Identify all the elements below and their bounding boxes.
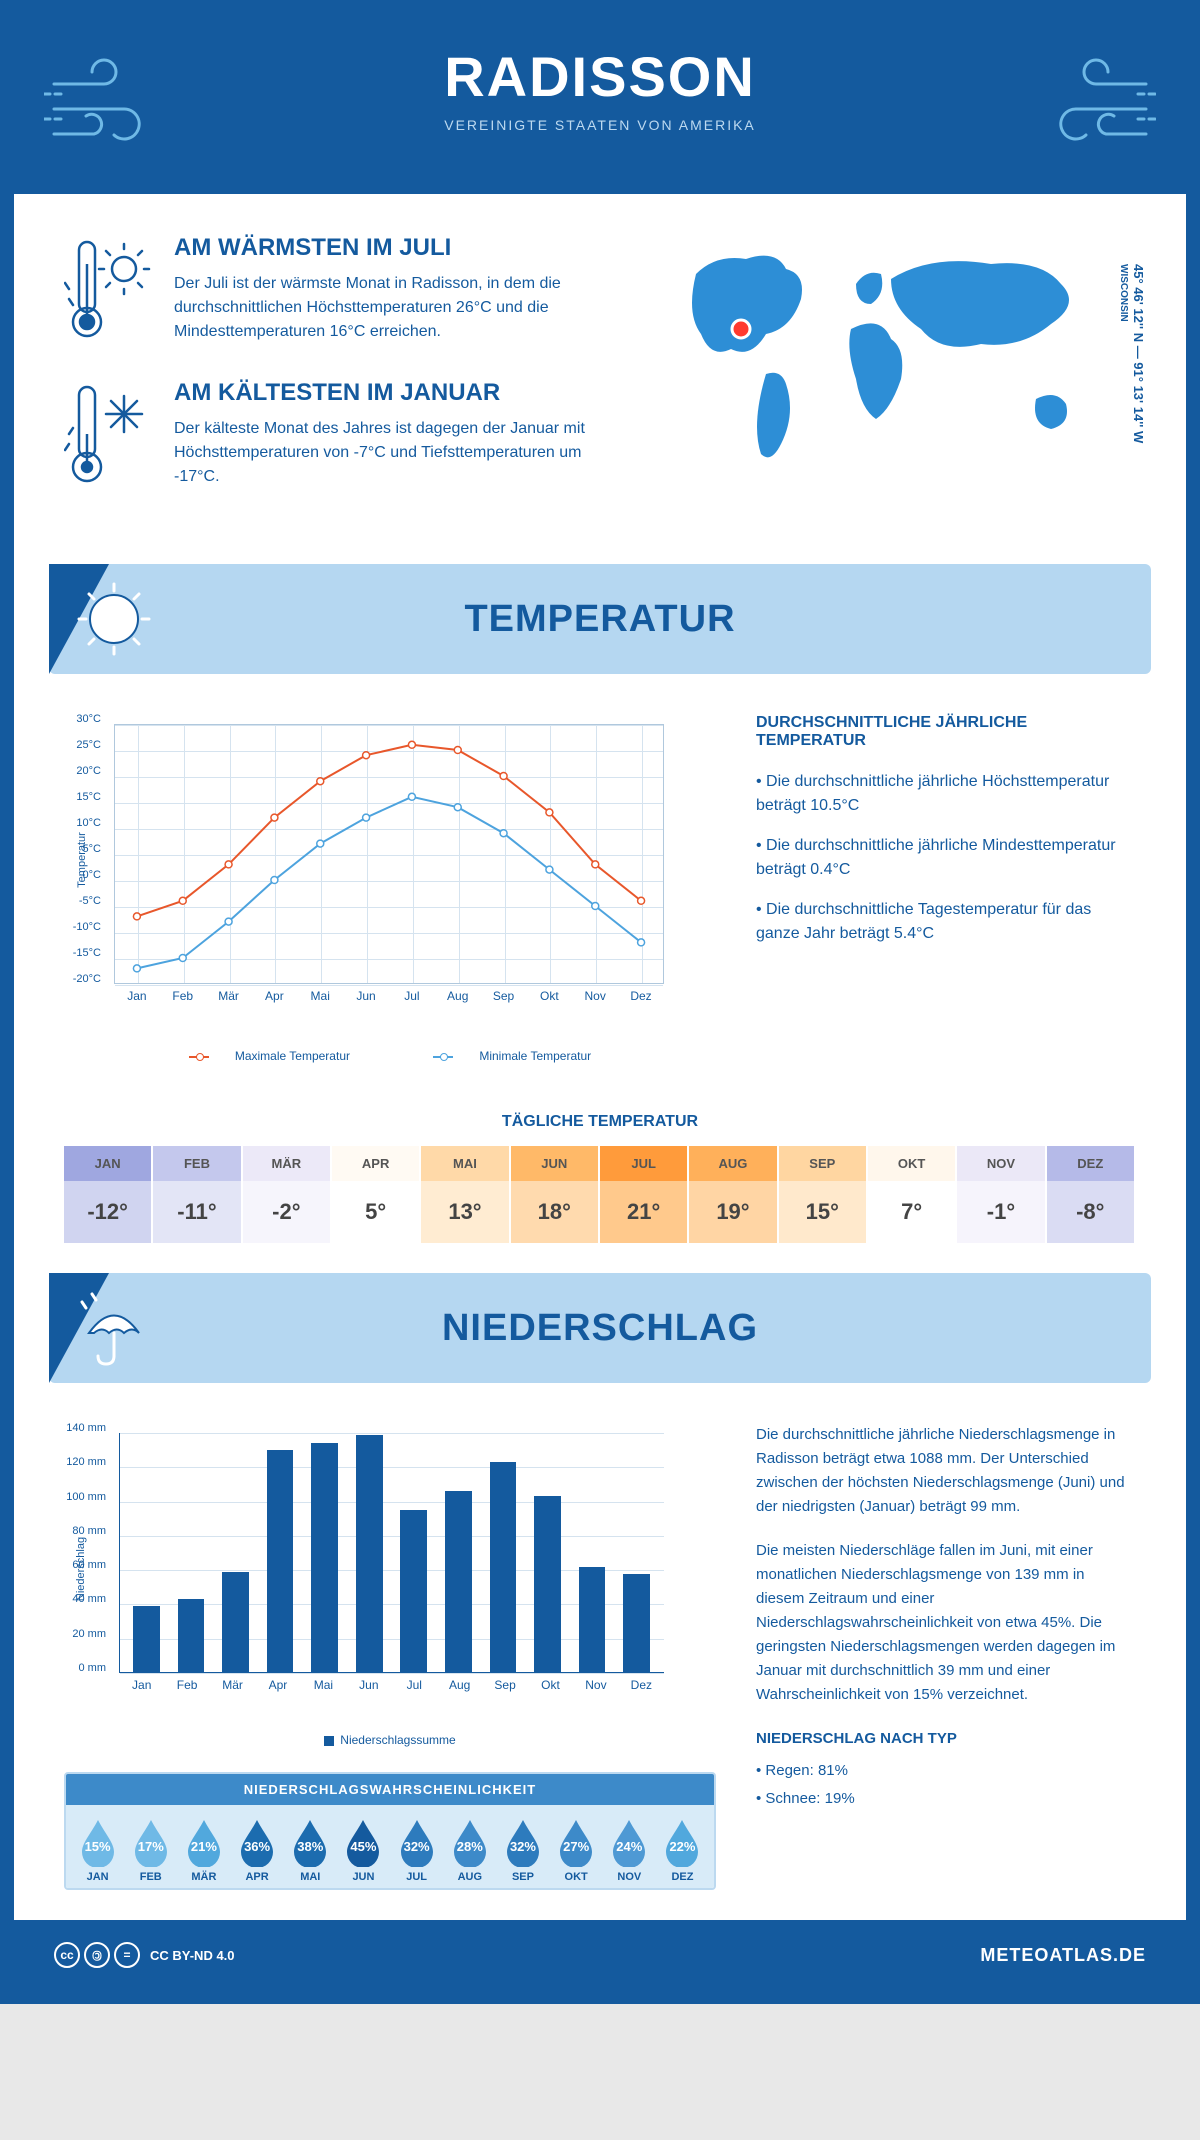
temperature-heading: TEMPERATUR: [464, 598, 735, 641]
umbrella-icon: [74, 1288, 154, 1373]
coldest-title: AM KÄLTESTEN IM JANUAR: [174, 379, 616, 407]
daily-temp-cell: JUL21°: [600, 1146, 689, 1243]
probability-cell: 17%FEB: [124, 1817, 177, 1883]
thermometer-snow-icon: [64, 379, 154, 494]
daily-temp-cell: AUG19°: [689, 1146, 778, 1243]
daily-temp-cell: FEB-11°: [153, 1146, 242, 1243]
intro-section: AM WÄRMSTEN IM JULI Der Juli ist der wär…: [14, 194, 1186, 544]
coldest-text: Der kälteste Monat des Jahres ist dagege…: [174, 417, 616, 489]
precipitation-heading: NIEDERSCHLAG: [442, 1307, 758, 1350]
temperature-summary: DURCHSCHNITTLICHE JÄHRLICHE TEMPERATUR •…: [756, 714, 1136, 1063]
probability-title: NIEDERSCHLAGSWAHRSCHEINLICHKEIT: [66, 1774, 714, 1805]
daily-temp-cell: MÄR-2°: [243, 1146, 332, 1243]
daily-temp-cell: SEP15°: [779, 1146, 868, 1243]
daily-temp-cell: MAI13°: [421, 1146, 510, 1243]
warmest-fact: AM WÄRMSTEN IM JULI Der Juli ist der wär…: [64, 234, 616, 349]
daily-temp-cell: OKT7°: [868, 1146, 957, 1243]
precipitation-section: 0 mm20 mm40 mm60 mm80 mm100 mm120 mm140 …: [14, 1413, 1186, 1920]
daily-temp-cell: JUN18°: [511, 1146, 600, 1243]
probability-cell: 45%JUN: [337, 1817, 390, 1883]
precipitation-bar-chart: 0 mm20 mm40 mm60 mm80 mm100 mm120 mm140 …: [64, 1423, 684, 1723]
header: RADISSON VEREINIGTE STAATEN VON AMERIKA: [14, 14, 1186, 194]
temp-y-axis-label: Temperatur: [76, 832, 88, 888]
daily-temp-cell: NOV-1°: [957, 1146, 1046, 1243]
daily-temp-heading: TÄGLICHE TEMPERATUR: [14, 1113, 1186, 1131]
site-name: METEOATLAS.DE: [980, 1945, 1146, 1966]
temperature-banner: TEMPERATUR: [49, 564, 1151, 674]
world-map-container: 45° 46' 12'' N — 91° 13' 14'' W WISCONSI…: [656, 234, 1136, 524]
country-subtitle: VEREINIGTE STAATEN VON AMERIKA: [14, 117, 1186, 133]
wind-icon-left: [44, 54, 164, 169]
probability-cell: 36%APR: [231, 1817, 284, 1883]
wind-icon-right: [1036, 54, 1156, 169]
probability-cell: 27%OKT: [550, 1817, 603, 1883]
probability-cell: 38%MAI: [284, 1817, 337, 1883]
probability-cell: 22%DEZ: [656, 1817, 709, 1883]
cc-license-icons: cc🄯=: [54, 1942, 140, 1968]
precipitation-banner: NIEDERSCHLAG: [49, 1273, 1151, 1383]
daily-temp-cell: JAN-12°: [64, 1146, 153, 1243]
daily-temp-table: JAN-12°FEB-11°MÄR-2°APR5°MAI13°JUN18°JUL…: [64, 1146, 1136, 1243]
precip-type-heading: NIEDERSCHLAG NACH TYP: [756, 1727, 1136, 1751]
footer: cc🄯= CC BY-ND 4.0 METEOATLAS.DE: [14, 1920, 1186, 1990]
precip-y-axis-label: Niederschlag: [75, 1537, 87, 1601]
precipitation-summary: Die durchschnittliche jährliche Niedersc…: [756, 1423, 1136, 1890]
coordinates: 45° 46' 12'' N — 91° 13' 14'' W WISCONSI…: [1116, 264, 1146, 443]
probability-cell: 24%NOV: [603, 1817, 656, 1883]
city-title: RADISSON: [14, 44, 1186, 109]
temp-chart-legend: Maximale Temperatur Minimale Temperatur: [64, 1049, 716, 1063]
world-map: [656, 234, 1106, 484]
probability-band: NIEDERSCHLAGSWAHRSCHEINLICHKEIT 15%JAN17…: [64, 1772, 716, 1890]
probability-cell: 32%SEP: [496, 1817, 549, 1883]
daily-temp-cell: DEZ-8°: [1047, 1146, 1136, 1243]
daily-temp-cell: APR5°: [332, 1146, 421, 1243]
temp-summary-heading: DURCHSCHNITTLICHE JÄHRLICHE TEMPERATUR: [756, 714, 1136, 750]
probability-cell: 21%MÄR: [177, 1817, 230, 1883]
warmest-title: AM WÄRMSTEN IM JULI: [174, 234, 616, 262]
precip-chart-legend: Niederschlagssumme: [64, 1733, 716, 1747]
probability-cell: 32%JUL: [390, 1817, 443, 1883]
probability-cell: 15%JAN: [71, 1817, 124, 1883]
sun-icon: [74, 579, 154, 664]
probability-cell: 28%AUG: [443, 1817, 496, 1883]
warmest-text: Der Juli ist der wärmste Monat in Radiss…: [174, 272, 616, 344]
temperature-section: -20°C-15°C-10°C-5°C0°C5°C10°C15°C20°C25°…: [14, 704, 1186, 1093]
temperature-line-chart: -20°C-15°C-10°C-5°C0°C5°C10°C15°C20°C25°…: [64, 714, 684, 1034]
thermometer-sun-icon: [64, 234, 154, 349]
coldest-fact: AM KÄLTESTEN IM JANUAR Der kälteste Mona…: [64, 379, 616, 494]
infographic-page: RADISSON VEREINIGTE STAATEN VON AMERIKA …: [0, 0, 1200, 2004]
license-text: CC BY-ND 4.0: [150, 1948, 235, 1963]
